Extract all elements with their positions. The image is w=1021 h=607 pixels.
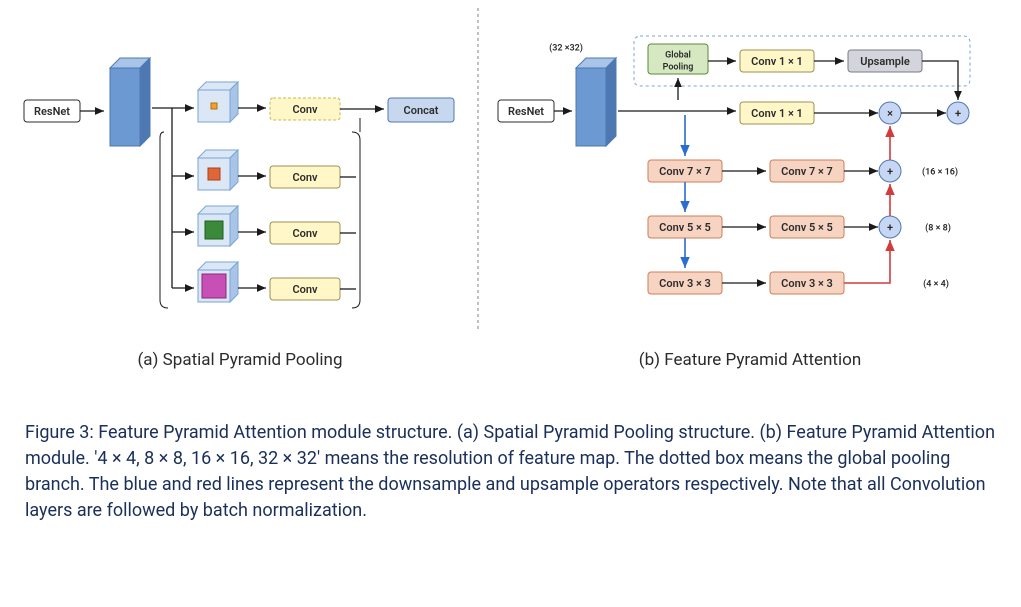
- dim-16: (16 × 16): [922, 166, 958, 177]
- resnet-label-a: ResNet: [34, 105, 70, 118]
- feature-cube-a: [110, 58, 150, 146]
- conv-label-a3: Conv: [292, 283, 318, 296]
- svg-text:Conv 1 × 1: Conv 1 × 1: [751, 55, 803, 68]
- conv-label-a2: Conv: [292, 227, 318, 240]
- conv-label-a1: Conv: [292, 171, 318, 184]
- svg-text:×: ×: [887, 107, 893, 120]
- svg-text:+: +: [887, 165, 893, 178]
- svg-text:Conv 1 × 1: Conv 1 × 1: [751, 107, 803, 120]
- figure-caption: Figure 3: Feature Pyramid Attention modu…: [25, 420, 996, 524]
- svg-text:Conv 7 × 7: Conv 7 × 7: [781, 165, 833, 178]
- svg-text:Global: Global: [665, 50, 691, 60]
- fmap-0: [198, 82, 238, 122]
- svg-text:Conv 3 × 3: Conv 3 × 3: [781, 277, 833, 290]
- caption-prefix: Figure 3:: [25, 422, 98, 443]
- concat-label: Concat: [404, 104, 439, 117]
- panel-b-sublabel: (b) Feature Pyramid Attention: [540, 350, 960, 370]
- resnet-label-b: ResNet: [508, 105, 544, 118]
- svg-text:Pooling: Pooling: [663, 62, 694, 72]
- dim-8: (8 × 8): [925, 222, 951, 233]
- svg-text:Conv 5 × 5: Conv 5 × 5: [659, 221, 711, 234]
- fmap-1: [198, 150, 238, 190]
- svg-text:Conv 5 × 5: Conv 5 × 5: [781, 221, 833, 234]
- architecture-diagram: ResNet Conv: [0, 0, 1021, 340]
- svg-text:+: +: [887, 221, 893, 234]
- fmap-3: [198, 262, 238, 302]
- svg-text:Conv 7 × 7: Conv 7 × 7: [659, 165, 711, 178]
- caption-text: Feature Pyramid Attention module structu…: [25, 422, 995, 521]
- panel-a-sublabel: (a) Spatial Pyramid Pooling: [40, 350, 440, 370]
- svg-text:Upsample: Upsample: [860, 55, 910, 68]
- svg-text:Conv 3 × 3: Conv 3 × 3: [659, 277, 711, 290]
- fmap-2: [198, 206, 238, 246]
- svg-text:+: +: [955, 107, 961, 120]
- dim-32x32: (32 ×32): [549, 42, 583, 53]
- dim-4: (4 × 4): [923, 278, 949, 289]
- feature-cube-b: [576, 58, 616, 146]
- conv-label-a0: Conv: [292, 103, 318, 116]
